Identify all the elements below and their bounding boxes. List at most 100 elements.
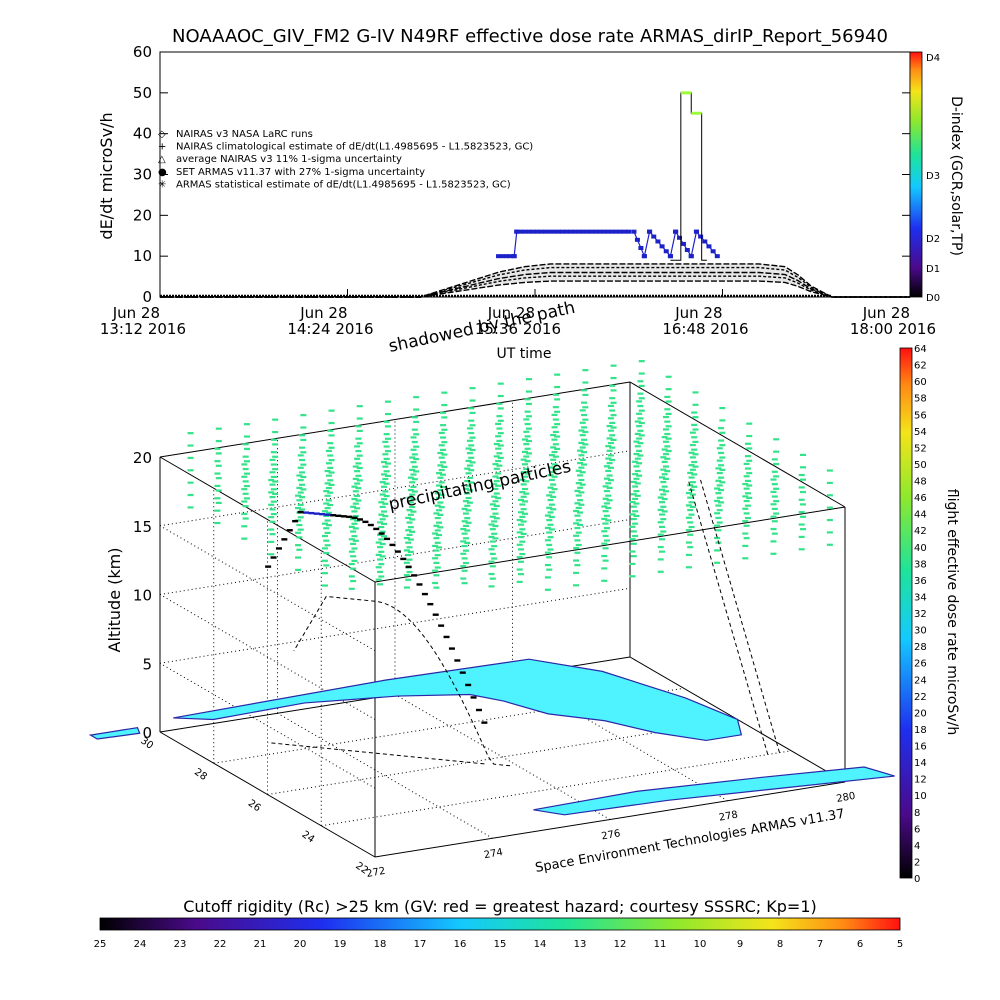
field-point (324, 544, 331, 547)
field-point (798, 486, 805, 489)
field-point (579, 409, 586, 412)
field-point (407, 513, 414, 516)
field-point (689, 481, 696, 484)
field-point (488, 535, 495, 539)
field-point (826, 469, 833, 472)
field-point (634, 469, 641, 473)
field-point (657, 521, 664, 524)
field-point (295, 544, 302, 547)
armas-point (539, 229, 545, 234)
field-point (610, 364, 617, 367)
field-point (465, 496, 472, 500)
field-point (551, 463, 558, 466)
cutoff-tick-label: 16 (454, 939, 467, 950)
field-point (661, 497, 668, 501)
field-point (268, 528, 275, 531)
field-point (495, 435, 502, 438)
field-point (352, 514, 359, 518)
field-point (382, 490, 389, 493)
field-point (270, 463, 277, 466)
field-point (493, 480, 500, 483)
field-point (323, 551, 330, 555)
field-point (798, 523, 805, 526)
field-point (633, 440, 640, 443)
field-point (574, 502, 581, 505)
field-point (383, 457, 390, 461)
field-point (379, 530, 386, 533)
armas-point (601, 229, 607, 234)
track-point (454, 659, 461, 662)
track-point (281, 538, 288, 541)
armas-point (564, 229, 570, 234)
field-point (575, 482, 582, 485)
field-point (464, 541, 471, 545)
z-tick-label: 15 (133, 518, 152, 536)
field-point (518, 535, 525, 539)
z-tick-label: 20 (133, 449, 152, 467)
field-point (524, 398, 531, 401)
field-point (300, 451, 307, 454)
y-tick-label: 40 (133, 125, 152, 143)
field-point (323, 502, 330, 505)
field-point (688, 513, 695, 516)
field-point (602, 534, 609, 538)
armas-point (572, 229, 578, 234)
field-point (351, 510, 358, 513)
field-point (466, 427, 473, 430)
field-point (689, 468, 696, 471)
armas-point (688, 254, 694, 259)
field-point (324, 519, 331, 522)
field-point (187, 493, 194, 497)
field-point (495, 497, 502, 500)
field-point (546, 568, 553, 571)
field-point (518, 548, 525, 551)
field-point (659, 525, 666, 529)
field-point (719, 481, 726, 484)
field-point (518, 511, 525, 514)
field-point (714, 487, 721, 490)
field-point (687, 546, 694, 549)
field-point (437, 513, 444, 517)
field-point (272, 430, 279, 434)
dose-tick-label: 54 (914, 427, 927, 438)
lon-tick-label: 280 (836, 791, 857, 805)
field-point (466, 489, 473, 492)
field-point (581, 413, 588, 417)
field-point (578, 466, 585, 469)
field-point (491, 483, 498, 486)
track-point (448, 647, 455, 650)
armas-point (680, 241, 686, 246)
field-point (356, 405, 363, 408)
field-point (664, 395, 671, 399)
dose-tick-label: 34 (914, 592, 927, 603)
florida-land (173, 658, 743, 742)
dose-tick-label: 12 (914, 775, 927, 786)
field-point (493, 504, 500, 508)
track-point (400, 557, 407, 561)
field-point (525, 415, 532, 418)
x-tick-label: Jun 28 (299, 304, 347, 322)
field-point (687, 533, 694, 536)
armas-point (507, 254, 513, 259)
field-point (380, 498, 387, 501)
field-point (685, 516, 692, 519)
field-point (524, 447, 531, 450)
field-point (413, 396, 420, 399)
field-point (242, 492, 249, 495)
field-point (493, 442, 500, 446)
field-point (800, 478, 807, 481)
field-point (491, 520, 498, 523)
armas-point (651, 234, 657, 239)
field-point (461, 544, 468, 548)
field-point (551, 475, 558, 478)
field-point (434, 504, 441, 507)
field-point (300, 475, 307, 479)
d-index-colorbar (909, 51, 923, 298)
field-point (554, 373, 561, 376)
dose-tick-label: 62 (914, 361, 927, 372)
armas-point (530, 229, 536, 234)
nairas-trace (160, 280, 910, 298)
field-point (605, 519, 612, 522)
field-point (578, 429, 585, 432)
